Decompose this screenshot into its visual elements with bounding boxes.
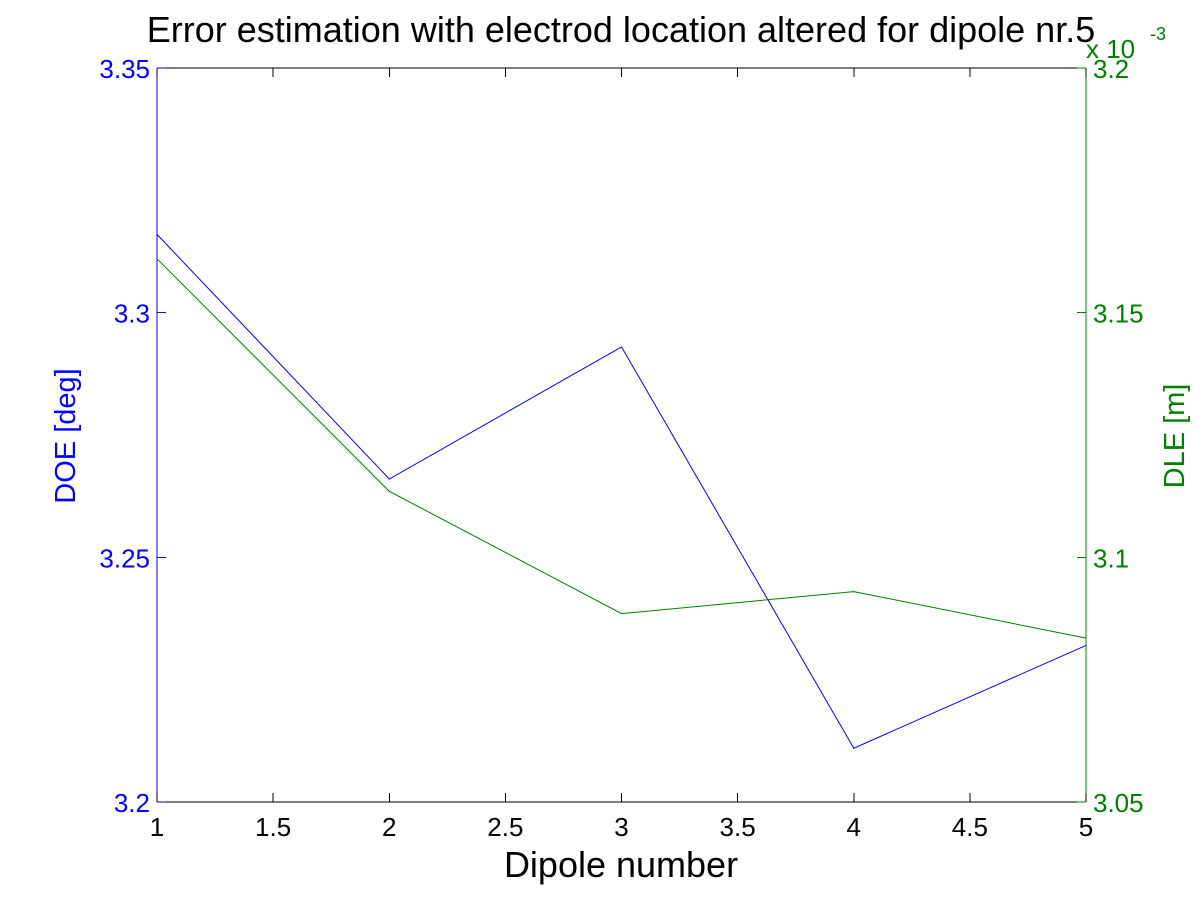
ticks-layer: 1 1.5 2 2.5 3 3.5 4 4.5 5 3.2 3.25 3.3 3.35 3.05 3.1 3.… (99, 54, 1143, 842)
x-tick-label: 3 (614, 812, 628, 842)
x-tick-label: 3.5 (720, 812, 756, 842)
dle-data-point (1085, 637, 1087, 639)
series-layer (156, 233, 1087, 749)
x-tick-label: 4 (847, 812, 861, 842)
dle-data-point (853, 590, 855, 593)
right-axis-multiplier: x 10 (1086, 34, 1135, 64)
right-y-tick-label: 3.1 (1093, 543, 1129, 573)
x-tick-label: 2.5 (487, 812, 523, 842)
right-y-tick-label: 3.15 (1093, 299, 1144, 329)
x-tick-label: 4.5 (952, 812, 988, 842)
left-y-tick-label: 3.2 (114, 788, 150, 818)
right-y-tick-label: 3.2 (1093, 54, 1129, 84)
right-axis-exponent: -3 (1150, 24, 1166, 44)
x-tick-label: 2 (382, 812, 396, 842)
right-y-tick-label: 3.05 (1093, 788, 1144, 818)
right-y-axis-label: DLE [m] (1159, 384, 1191, 489)
doe-data-point (1085, 644, 1087, 647)
x-tick-label: 1 (150, 812, 164, 842)
dle-data-point (156, 258, 158, 260)
left-y-axis-label: DOE [deg] (50, 368, 82, 503)
left-y-tick-label: 3.35 (99, 54, 150, 84)
dle-data-point (620, 613, 623, 615)
x-tick-label: 5 (1079, 812, 1093, 842)
x-tick-label: 1.5 (255, 812, 291, 842)
dle-data-point (388, 490, 390, 492)
left-y-tick-label: 3.25 (99, 543, 150, 573)
doe-data-point (853, 747, 855, 749)
doe-data-point (156, 233, 158, 235)
chart-title: Error estimation with electrod location … (147, 9, 1095, 50)
x-axis-label: Dipole number (504, 844, 738, 885)
left-y-tick-label: 3.3 (114, 299, 150, 329)
doe-data-point (388, 478, 390, 480)
doe-data-point (620, 346, 623, 348)
